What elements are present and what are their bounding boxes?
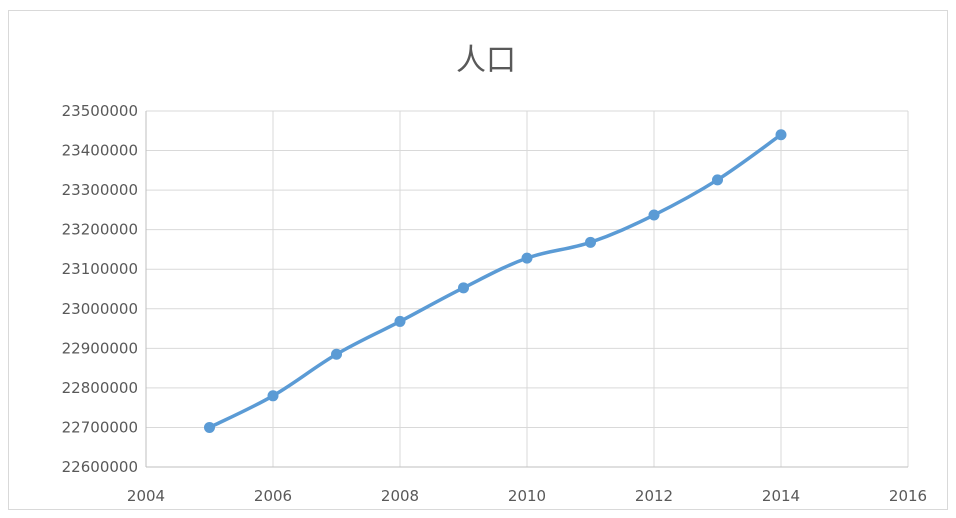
y-tick-label: 23100000 xyxy=(62,260,138,278)
x-tick-label: 2012 xyxy=(635,487,673,505)
data-point xyxy=(521,252,533,264)
data-point xyxy=(394,315,406,327)
y-tick-label: 22800000 xyxy=(62,379,138,397)
y-tick-label: 22900000 xyxy=(62,339,138,357)
data-point xyxy=(267,390,279,402)
series-line xyxy=(207,132,783,430)
data-point xyxy=(458,282,469,294)
y-tick-label: 23500000 xyxy=(62,102,138,120)
x-tick-label: 2006 xyxy=(254,487,292,505)
y-tick-label: 23000000 xyxy=(62,300,138,318)
grid xyxy=(145,110,909,468)
y-tick-label: 23200000 xyxy=(62,221,138,239)
x-tick-label: 2016 xyxy=(889,487,927,505)
y-tick-label: 22700000 xyxy=(62,418,138,436)
data-point xyxy=(712,174,723,186)
y-tick-label: 22600000 xyxy=(62,458,138,476)
data-point xyxy=(585,236,596,248)
x-tick-label: 2008 xyxy=(381,487,419,505)
chart-frame xyxy=(8,10,948,510)
series xyxy=(204,129,787,433)
tick-labels: 22600000 22700000 22800000 22900000 23000000… xyxy=(62,102,927,505)
x-tick-label: 2010 xyxy=(508,487,546,505)
axes xyxy=(145,111,908,468)
x-tick-label: 2014 xyxy=(762,487,800,505)
data-point xyxy=(775,129,787,141)
data-point xyxy=(331,348,342,360)
chart-title: 人口 xyxy=(456,43,516,78)
x-tick-label: 2004 xyxy=(127,487,165,505)
y-tick-label: 23400000 xyxy=(62,142,138,160)
y-tick-label: 23300000 xyxy=(62,181,138,199)
data-point xyxy=(648,209,660,221)
data-point xyxy=(204,421,215,433)
